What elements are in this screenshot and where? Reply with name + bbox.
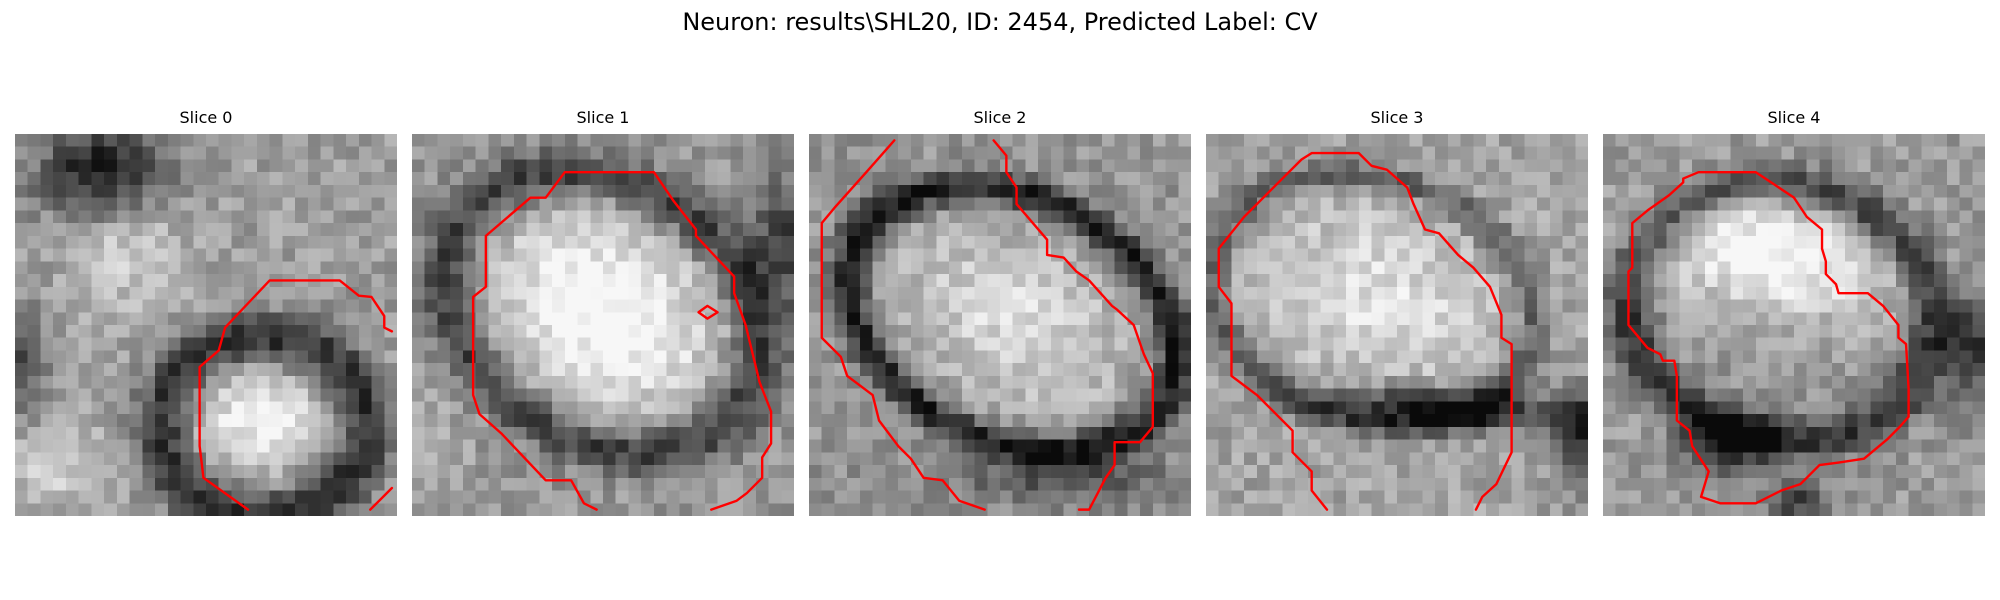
segmentation-contour (473, 172, 771, 509)
slice-panel-3: Slice 3 (1206, 108, 1588, 530)
figure-title: Neuron: results\SHL20, ID: 2454, Predict… (682, 8, 1318, 36)
slice-image (1206, 134, 1588, 516)
slice-panel-1: Slice 1 (412, 108, 794, 530)
slice-title: Slice 0 (179, 108, 233, 127)
slice-image (1603, 134, 1985, 516)
slice-panel-0: Slice 0 (15, 108, 397, 530)
segmentation-contour (200, 280, 392, 509)
slice-image (809, 134, 1191, 516)
segmentation-contour (370, 488, 392, 510)
slice-title: Slice 4 (1767, 108, 1821, 127)
segmentation-contour (1628, 172, 1908, 503)
slice-image (412, 134, 794, 516)
slice-panel-2: Slice 2 (809, 108, 1191, 530)
segmentation-contour (1219, 153, 1512, 510)
slice-image (15, 134, 397, 516)
slice-title: Slice 3 (1370, 108, 1424, 127)
slice-title: Slice 2 (973, 108, 1027, 127)
segmentation-contour (994, 140, 1153, 509)
segmentation-contour (822, 140, 985, 509)
slice-panel-4: Slice 4 (1603, 108, 1985, 530)
slice-title: Slice 1 (576, 108, 630, 127)
segmentation-contour (699, 306, 718, 319)
